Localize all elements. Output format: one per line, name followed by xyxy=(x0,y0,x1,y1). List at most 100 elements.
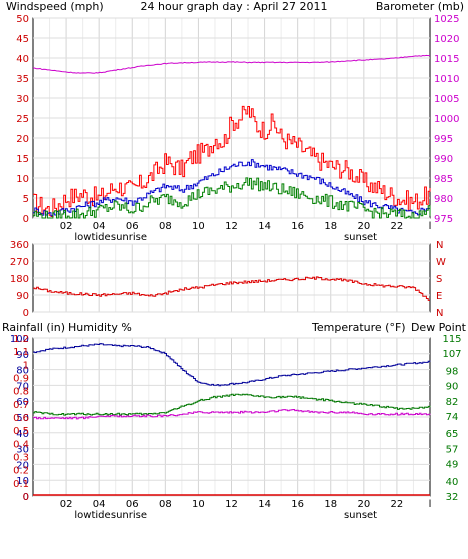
x-tick-label: 14 xyxy=(258,221,271,232)
windspeed-tick-label: 50 xyxy=(16,14,29,25)
x-tick-label: 16 xyxy=(291,499,304,510)
barometer-tick-label: 1000 xyxy=(434,114,459,125)
barometer-tick-label: 1005 xyxy=(434,94,459,105)
x-tick-label: 16 xyxy=(291,221,304,232)
event-lowtide: lowtide xyxy=(74,510,110,521)
windspeed-tick-label: 40 xyxy=(16,54,29,65)
rainfall-tick-label: 0.5 xyxy=(13,426,29,437)
humidity-tick-label: 70 xyxy=(16,381,29,392)
x-tick-label: 12 xyxy=(225,221,238,232)
windspeed-tick-label: 5 xyxy=(23,194,29,205)
compass-label: E xyxy=(436,291,442,302)
humidity-tick-label: 60 xyxy=(16,397,29,408)
x-tick-label: 02 xyxy=(60,499,73,510)
temperature-tick-label: 57 xyxy=(446,444,459,455)
series-barometer xyxy=(32,54,431,74)
x-tick-label: 04 xyxy=(93,499,106,510)
temperature-tick-label: 65 xyxy=(446,429,459,440)
direction-tick-label: 180 xyxy=(10,274,29,285)
series-wind-min xyxy=(33,177,431,219)
temperature-tick-label: 82 xyxy=(446,397,459,408)
series-wind-avg xyxy=(33,159,431,217)
rainfall-tick-label: 0.8 xyxy=(13,387,29,398)
x-tick-label: 20 xyxy=(357,221,370,232)
direction-tick-label: 360 xyxy=(10,240,29,251)
windspeed-tick-label: 20 xyxy=(16,134,29,145)
barometer-tick-label: 995 xyxy=(434,134,453,145)
compass-label: W xyxy=(436,257,446,268)
humidity-tick-label: 80 xyxy=(16,366,29,377)
windspeed-tick-label: 35 xyxy=(16,74,29,85)
rainfall-tick-label: 0.6 xyxy=(13,413,29,424)
humidity-tick-label: 100 xyxy=(10,334,29,345)
event-lowtide: lowtide xyxy=(74,232,110,243)
rainfall-tick-label: 0.9 xyxy=(13,374,29,385)
event-sunrise: sunrise xyxy=(111,232,147,243)
x-tick-label: l xyxy=(429,221,432,232)
x-tick-label: 20 xyxy=(357,499,370,510)
temperature-tick-label: 32 xyxy=(446,492,459,503)
barometer-tick-label: 980 xyxy=(434,194,453,205)
x-tick-label: 18 xyxy=(324,499,337,510)
x-tick-label: 02 xyxy=(60,221,73,232)
rainfall-tick-label: 0.2 xyxy=(13,466,29,477)
series-dewpoint xyxy=(33,409,431,420)
temperature-tick-label: 49 xyxy=(446,460,459,471)
x-tick-label: 22 xyxy=(391,221,404,232)
barometer-tick-label: 1015 xyxy=(434,54,459,65)
series-humidity xyxy=(33,343,431,387)
windspeed-tick-label: 45 xyxy=(16,34,29,45)
x-tick-label: 14 xyxy=(258,499,271,510)
rainfall-tick-label: 1.1 xyxy=(13,347,29,358)
humidity-tick-label: 20 xyxy=(16,460,29,471)
rainfall-tick-label: 1 xyxy=(23,360,29,371)
compass-label: S xyxy=(436,274,442,285)
humidity-axis-header: Humidity % xyxy=(68,321,132,334)
barometer-tick-label: 1020 xyxy=(434,34,459,45)
windspeed-tick-label: 10 xyxy=(16,174,29,185)
temperature-tick-label: 40 xyxy=(446,477,459,488)
temperature-tick-label: 74 xyxy=(446,412,459,423)
barometer-tick-label: 985 xyxy=(434,174,453,185)
rainfall-tick-label: 0 xyxy=(23,492,29,503)
barometer-title: Barometer (mb) xyxy=(376,0,464,13)
temperature-tick-label: 90 xyxy=(446,382,459,393)
windspeed-tick-label: 30 xyxy=(16,94,29,105)
graph-day-title: 24 hour graph day : April 27 2011 xyxy=(141,0,328,13)
series-temperature xyxy=(33,393,431,416)
humidity-tick-label: 30 xyxy=(16,445,29,456)
series-wind-direction xyxy=(33,276,430,301)
temperature-tick-label: 98 xyxy=(446,366,459,377)
x-tick-label: 04 xyxy=(93,221,106,232)
temperature-tick-label: 115 xyxy=(442,334,461,345)
x-tick-label: 18 xyxy=(324,221,337,232)
temperature-tick-label: 107 xyxy=(442,349,461,360)
temperature-axis-header: Temperature (°F) xyxy=(311,321,406,334)
rainfall-axis-header: Rainfall (in) xyxy=(2,321,65,334)
compass-label: N xyxy=(436,240,443,251)
x-tick-label: 06 xyxy=(126,221,139,232)
dewpoint-axis-header: Dew Point xyxy=(411,321,467,334)
rainfall-tick-label: 0.7 xyxy=(13,400,29,411)
x-tick-label: 06 xyxy=(126,499,139,510)
x-tick-label: 22 xyxy=(391,499,404,510)
barometer-tick-label: 975 xyxy=(434,214,453,225)
humidity-tick-label: 40 xyxy=(16,429,29,440)
x-tick-label: 10 xyxy=(192,499,205,510)
series-wind-max xyxy=(33,105,431,217)
x-tick-label: 08 xyxy=(159,221,172,232)
windspeed-title: Windspeed (mph) xyxy=(6,0,104,13)
x-tick-label: 10 xyxy=(192,221,205,232)
windspeed-tick-label: 0 xyxy=(23,214,29,225)
x-tick-label: 12 xyxy=(225,499,238,510)
rainfall-tick-label: 0.4 xyxy=(13,439,29,450)
event-sunrise: sunrise xyxy=(111,510,147,521)
x-tick-label: l xyxy=(429,499,432,510)
humidity-tick-label: 10 xyxy=(16,476,29,487)
humidity-tick-label: 90 xyxy=(16,350,29,361)
humidity-tick-label: 50 xyxy=(16,413,29,424)
barometer-tick-label: 1010 xyxy=(434,74,459,85)
windspeed-tick-label: 15 xyxy=(16,154,29,165)
direction-tick-label: 270 xyxy=(10,257,29,268)
